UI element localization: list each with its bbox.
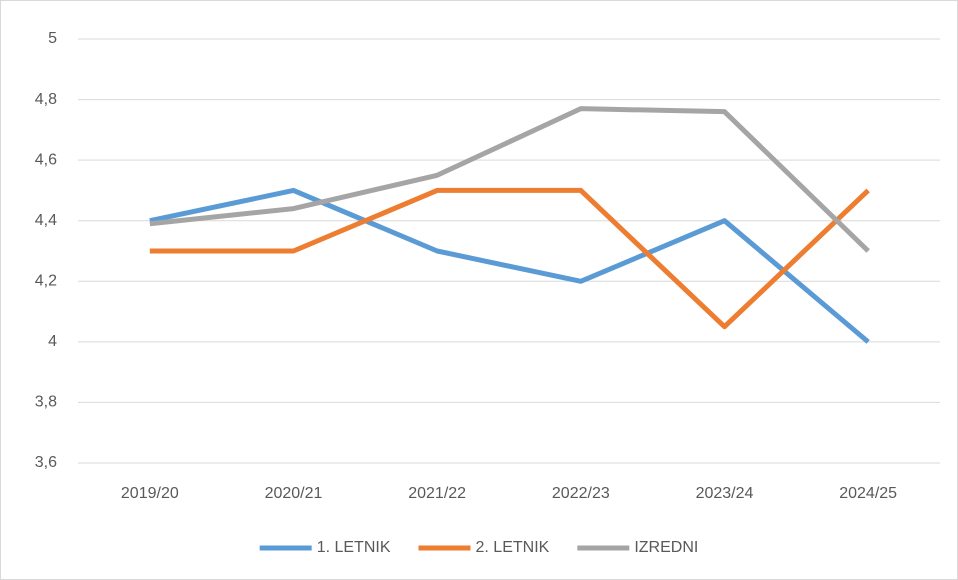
y-tick-label: 4,4 — [35, 212, 57, 229]
y-tick-label: 4,8 — [35, 91, 57, 108]
y-tick-label: 4,2 — [35, 273, 57, 290]
y-tick-label: 3,8 — [35, 394, 57, 411]
x-tick-label: 2021/22 — [408, 485, 466, 502]
y-tick-label: 4,6 — [35, 151, 57, 168]
x-tick-label: 2024/25 — [839, 485, 897, 502]
x-tick-label: 2019/20 — [121, 485, 179, 502]
y-tick-label: 4 — [48, 333, 57, 350]
x-tick-label: 2020/21 — [265, 485, 323, 502]
legend-label: 1. LETNIK — [317, 539, 391, 556]
series-line — [149, 187, 870, 330]
series-line — [149, 106, 870, 253]
legend-label: IZREDNI — [634, 539, 698, 556]
series-line — [149, 187, 870, 344]
y-tick-label: 5 — [48, 30, 57, 47]
x-tick-label: 2022/23 — [552, 485, 610, 502]
y-tick-label: 3,6 — [35, 454, 57, 471]
x-tick-label: 2023/24 — [696, 485, 754, 502]
legend-label: 2. LETNIK — [476, 539, 550, 556]
